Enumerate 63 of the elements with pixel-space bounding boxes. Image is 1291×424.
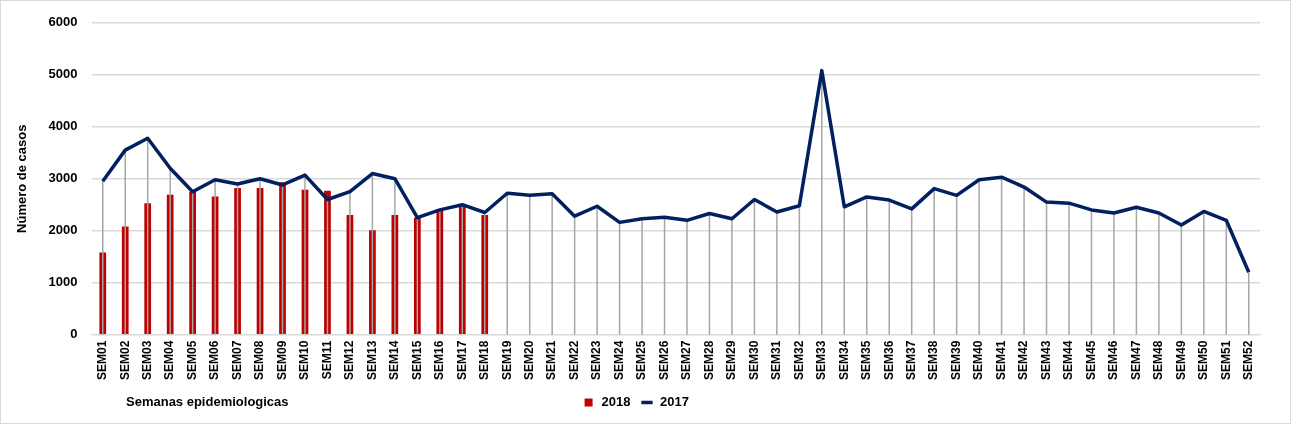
x-tick-label: SEM26 [656,340,671,381]
legend-label: 2017 [660,394,689,410]
x-tick-label: SEM44 [1061,340,1076,381]
y-tick-label: 6000 [48,14,78,30]
x-tick-label: SEM07 [229,340,244,381]
x-tick-label: SEM18 [477,340,492,381]
x-tick-label: SEM03 [140,340,155,381]
x-tick-label: SEM46 [1106,340,1121,381]
x-tick-label: SEM20 [522,340,537,381]
x-tick-label: SEM28 [701,340,716,381]
x-tick-label: SEM11 [319,340,334,380]
x-tick-label: SEM09 [274,340,289,381]
legend-label: 2018 [601,394,631,410]
x-tick-label: SEM31 [769,340,784,381]
x-tick-label: SEM13 [364,340,379,381]
x-tick-label: SEM50 [1196,340,1211,381]
x-tick-label: SEM01 [95,340,110,381]
x-tick-label: SEM39 [948,340,963,381]
x-tick-label: SEM24 [611,340,626,381]
y-tick-label: 0 [70,326,78,342]
x-tick-label: SEM25 [634,340,649,381]
x-tick-label: SEM15 [409,340,424,381]
x-tick-label: SEM36 [881,340,896,381]
x-tick-label: SEM49 [1173,340,1188,381]
x-tick-label: SEM10 [297,340,312,381]
x-tick-label: SEM37 [904,340,919,381]
x-tick-label: SEM02 [117,340,132,381]
x-tick-label: SEM16 [432,340,447,381]
x-tick-label: SEM41 [993,340,1008,381]
x-tick-label: SEM52 [1241,340,1256,381]
x-axis-title: Semanas epidemiologicas [126,394,289,410]
x-tick-label: SEM21 [544,340,559,381]
x-tick-label: SEM35 [859,340,874,381]
x-tick-label: SEM40 [971,340,986,381]
x-tick-label: SEM29 [724,340,739,381]
y-tick-label: 3000 [48,170,78,186]
x-tick-label: SEM14 [387,340,402,381]
y-tick-label: 1000 [48,274,78,290]
x-tick-label: SEM34 [836,340,851,381]
x-tick-label: SEM08 [252,340,267,381]
y-tick-label: 5000 [48,66,78,82]
x-tick-label: SEM04 [162,340,177,381]
x-tick-label: SEM06 [207,340,222,381]
x-tick-label: SEM27 [679,340,694,381]
x-tick-label: SEM38 [926,340,941,381]
x-tick-label: SEM32 [791,340,806,381]
x-tick-label: SEM43 [1038,340,1053,381]
x-tick-label: SEM05 [184,340,199,381]
x-tick-label: SEM33 [814,340,829,381]
x-tick-label: SEM30 [746,340,761,381]
x-tick-label: SEM45 [1083,340,1098,381]
y-tick-label: 4000 [48,118,78,134]
x-tick-label: SEM12 [342,340,357,381]
y-axis-title: Número de casos [14,124,30,233]
y-tick-label: 2000 [48,222,78,238]
x-tick-label: SEM19 [499,340,514,381]
x-tick-label: SEM48 [1151,340,1166,381]
x-tick-label: SEM23 [589,340,604,381]
x-tick-label: SEM17 [454,340,469,381]
x-tick-label: SEM47 [1128,340,1143,381]
x-tick-label: SEM51 [1218,340,1233,381]
x-tick-label: SEM42 [1016,340,1031,381]
x-tick-label: SEM22 [566,340,581,381]
